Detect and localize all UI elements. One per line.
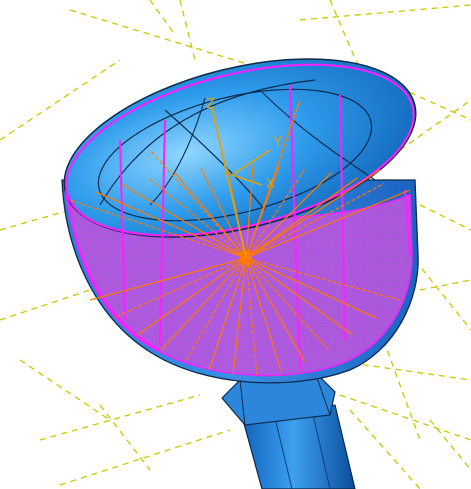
coupling-spoke xyxy=(149,149,247,259)
coupling-spoke xyxy=(245,189,411,259)
coupling-spoke xyxy=(245,257,353,336)
coupling-spoke xyxy=(232,257,247,375)
coupling-spoke xyxy=(69,199,247,259)
coupling-spoke xyxy=(245,257,377,319)
coupling-spoke xyxy=(161,257,247,351)
coupling-spoke xyxy=(245,183,385,259)
coupling-spoke xyxy=(137,257,247,336)
coupling-spoke xyxy=(148,177,247,259)
coupling-spoke xyxy=(89,257,247,301)
coupling-spoke xyxy=(245,257,258,375)
coupling-spoke xyxy=(245,164,254,259)
coupling-spoke xyxy=(95,191,247,259)
coupling-spoke xyxy=(245,99,301,259)
coupling-spoke xyxy=(122,184,247,259)
coupling-spoke xyxy=(113,257,247,319)
coupling-spoke xyxy=(208,257,247,371)
coupling-spoke xyxy=(245,169,381,259)
coupling-spoke xyxy=(245,257,329,351)
coupling-spoke xyxy=(245,171,332,259)
neck-collar[interactable] xyxy=(221,371,336,426)
axis-label-x: X xyxy=(266,177,275,192)
coupling-spoke xyxy=(245,257,306,363)
coupling-spoke xyxy=(245,177,359,259)
coupling-spoke xyxy=(245,257,401,301)
axis-label-y: Y xyxy=(273,135,282,150)
coupling-spoke xyxy=(184,257,247,363)
coupling-spoke xyxy=(200,167,247,259)
coupling-spoke xyxy=(245,257,282,371)
coupling-spoke xyxy=(174,171,247,259)
csys-triad: Z Y X xyxy=(206,97,282,259)
axis-label-z: Z xyxy=(206,97,215,112)
